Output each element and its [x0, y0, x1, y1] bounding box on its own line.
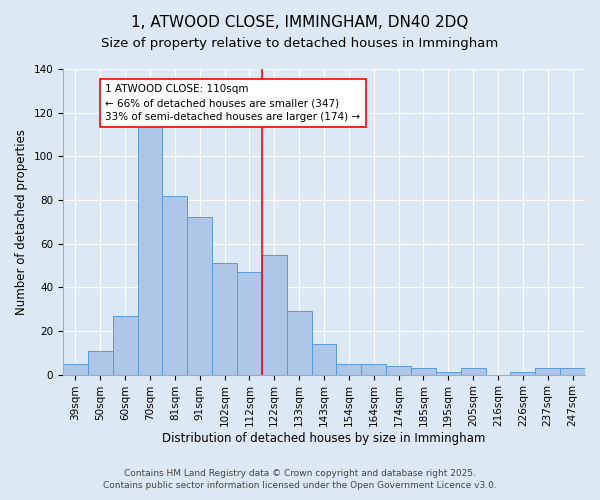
Bar — [63, 364, 88, 374]
Bar — [535, 368, 560, 374]
Bar — [386, 366, 411, 374]
Bar — [287, 312, 311, 374]
Bar — [137, 126, 163, 374]
Bar — [411, 368, 436, 374]
Text: Size of property relative to detached houses in Immingham: Size of property relative to detached ho… — [101, 38, 499, 51]
Text: 1 ATWOOD CLOSE: 110sqm
← 66% of detached houses are smaller (347)
33% of semi-de: 1 ATWOOD CLOSE: 110sqm ← 66% of detached… — [105, 84, 361, 122]
Text: 1, ATWOOD CLOSE, IMMINGHAM, DN40 2DQ: 1, ATWOOD CLOSE, IMMINGHAM, DN40 2DQ — [131, 15, 469, 30]
Bar — [436, 372, 461, 374]
Bar — [560, 368, 585, 374]
Y-axis label: Number of detached properties: Number of detached properties — [15, 129, 28, 315]
Bar — [187, 218, 212, 374]
Bar — [113, 316, 137, 374]
Bar — [163, 196, 187, 374]
Bar — [337, 364, 361, 374]
Bar — [461, 368, 485, 374]
Bar — [361, 364, 386, 374]
Bar — [237, 272, 262, 374]
Bar — [311, 344, 337, 374]
X-axis label: Distribution of detached houses by size in Immingham: Distribution of detached houses by size … — [163, 432, 486, 445]
Bar — [88, 350, 113, 374]
Bar — [511, 372, 535, 374]
Text: Contains HM Land Registry data © Crown copyright and database right 2025.
Contai: Contains HM Land Registry data © Crown c… — [103, 469, 497, 490]
Bar — [262, 254, 287, 374]
Bar — [212, 264, 237, 374]
